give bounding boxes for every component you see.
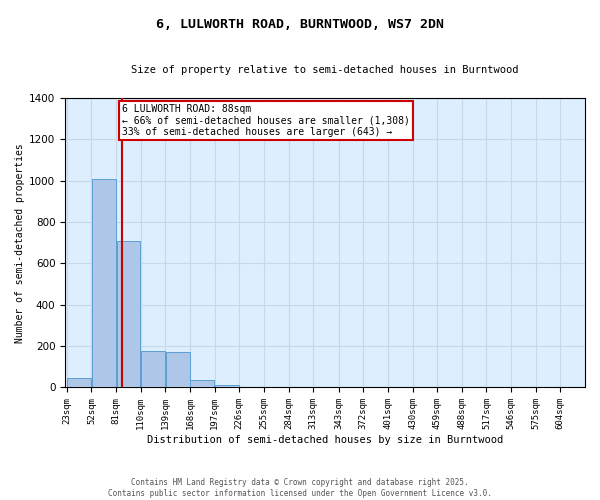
Bar [67,378,91,388]
Text: 6, LULWORTH ROAD, BURNTWOOD, WS7 2DN: 6, LULWORTH ROAD, BURNTWOOD, WS7 2DN [156,18,444,30]
Bar [141,352,165,388]
Bar [190,380,214,388]
Title: Size of property relative to semi-detached houses in Burntwood: Size of property relative to semi-detach… [131,65,519,75]
Bar [215,385,239,388]
Bar [166,352,190,388]
Bar [92,178,116,388]
Bar [116,240,140,388]
Y-axis label: Number of semi-detached properties: Number of semi-detached properties [15,143,25,342]
Text: Contains HM Land Registry data © Crown copyright and database right 2025.
Contai: Contains HM Land Registry data © Crown c… [108,478,492,498]
Text: 6 LULWORTH ROAD: 88sqm
← 66% of semi-detached houses are smaller (1,308)
33% of : 6 LULWORTH ROAD: 88sqm ← 66% of semi-det… [122,104,410,138]
X-axis label: Distribution of semi-detached houses by size in Burntwood: Distribution of semi-detached houses by … [147,435,503,445]
